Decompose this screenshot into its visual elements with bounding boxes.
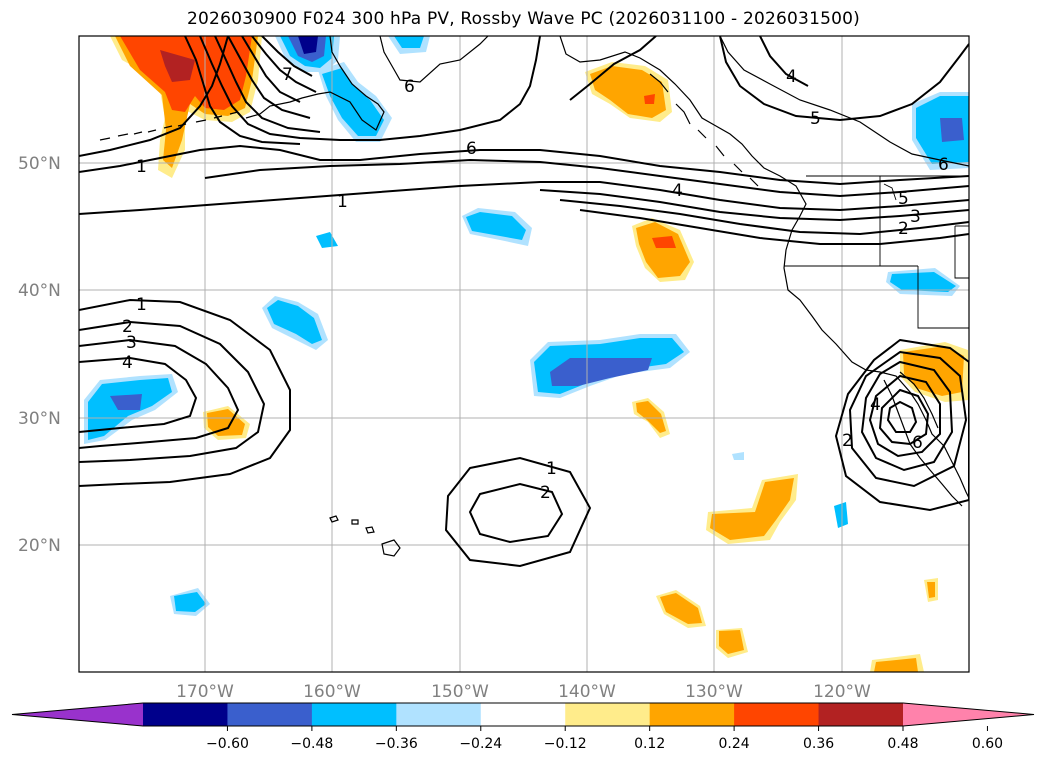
latitude-labels: 50°N 40°N 30°N 20°N: [18, 154, 61, 556]
lon-label: 150°W: [431, 682, 489, 702]
colorbar-segment: [311, 703, 397, 726]
contour-label: 3: [910, 207, 921, 227]
contour-label: 6: [466, 139, 477, 159]
lon-label: 130°W: [685, 682, 743, 702]
colorbar-tick-label: −0.60: [206, 736, 249, 752]
contour-label: 2: [122, 317, 133, 337]
contour-label: 7: [282, 65, 293, 85]
colorbar-extend-low: [12, 703, 143, 726]
contour-label: 4: [870, 395, 881, 415]
lon-label: 140°W: [558, 682, 616, 702]
colorbar-segment: [396, 703, 482, 726]
contour-label: 2: [842, 431, 853, 451]
lon-label: 120°W: [813, 682, 871, 702]
rossby-wave-contours: [79, 36, 969, 568]
contour-label: 4: [786, 67, 797, 87]
pv-positive-shading: [110, 36, 969, 672]
map-background: [79, 36, 969, 672]
colorbar-extend-high: [903, 703, 1034, 726]
colorbar-tick-label: −0.48: [290, 736, 333, 752]
colorbar-segment: [734, 703, 820, 726]
contour-label: 4: [672, 181, 683, 201]
colorbar-segment: [480, 703, 566, 726]
contour-label: 6: [404, 77, 415, 97]
lat-label: 20°N: [18, 536, 61, 556]
contour-label: 3: [126, 333, 137, 353]
colorbar-tick-label: −0.24: [459, 736, 502, 752]
contour-label: 5: [810, 109, 821, 129]
lat-label: 40°N: [18, 281, 61, 301]
longitude-labels: 170°W 160°W 150°W 140°W 130°W 120°W: [176, 682, 871, 702]
contour-label: 1: [136, 295, 147, 315]
contour-label: 4: [122, 353, 133, 373]
contour-label: 2: [898, 219, 909, 239]
pv-negative-shading: [84, 36, 969, 616]
contour-label: 1: [546, 459, 557, 479]
lon-label: 160°W: [303, 682, 361, 702]
contour-labels: 1 7 6 6 1 4 4 5 6 5 3 2 1 2 3 4 1 2 2 4 …: [122, 65, 949, 503]
contour-label: 2: [540, 483, 551, 503]
colorbar-segment: [227, 703, 313, 726]
map-frame: [78, 35, 970, 673]
colorbar-tick-label: 0.48: [887, 736, 918, 752]
colorbar-tick-label: 0.12: [634, 736, 665, 752]
lat-label: 50°N: [18, 154, 61, 174]
lon-label: 170°W: [176, 682, 234, 702]
colorbar-segment: [818, 703, 904, 726]
contour-label: 1: [337, 192, 348, 212]
map-content: 1 7 6 6 1 4 4 5 6 5 3 2 1 2 3 4 1 2 2 4 …: [79, 36, 969, 672]
colorbar-outline: [11, 702, 1035, 727]
colorbar-segment: [565, 703, 651, 726]
contour-label: 5: [898, 189, 909, 209]
contour-label: 6: [912, 433, 923, 453]
map-title: 2026030900 F024 300 hPa PV, Rossby Wave …: [187, 9, 860, 29]
contour-label: 6: [938, 155, 949, 175]
colorbar: −0.60 −0.48 −0.36 −0.24 −0.12 0.12 0.24 0.36 0.4…: [11, 702, 1035, 752]
contour-label: 1: [136, 157, 147, 177]
lat-label: 30°N: [18, 409, 61, 429]
colorbar-tick-label: 0.24: [719, 736, 750, 752]
colorbar-segment: [143, 703, 228, 726]
graticule: [79, 36, 969, 672]
colorbar-tick-label: 0.36: [803, 736, 834, 752]
colorbar-segment: [649, 703, 735, 726]
political-borders: [784, 175, 969, 329]
colorbar-tick-label: −0.36: [375, 736, 418, 752]
colorbar-tick-label: −0.12: [544, 736, 587, 752]
colorbar-tick-label: 0.60: [972, 736, 1003, 752]
